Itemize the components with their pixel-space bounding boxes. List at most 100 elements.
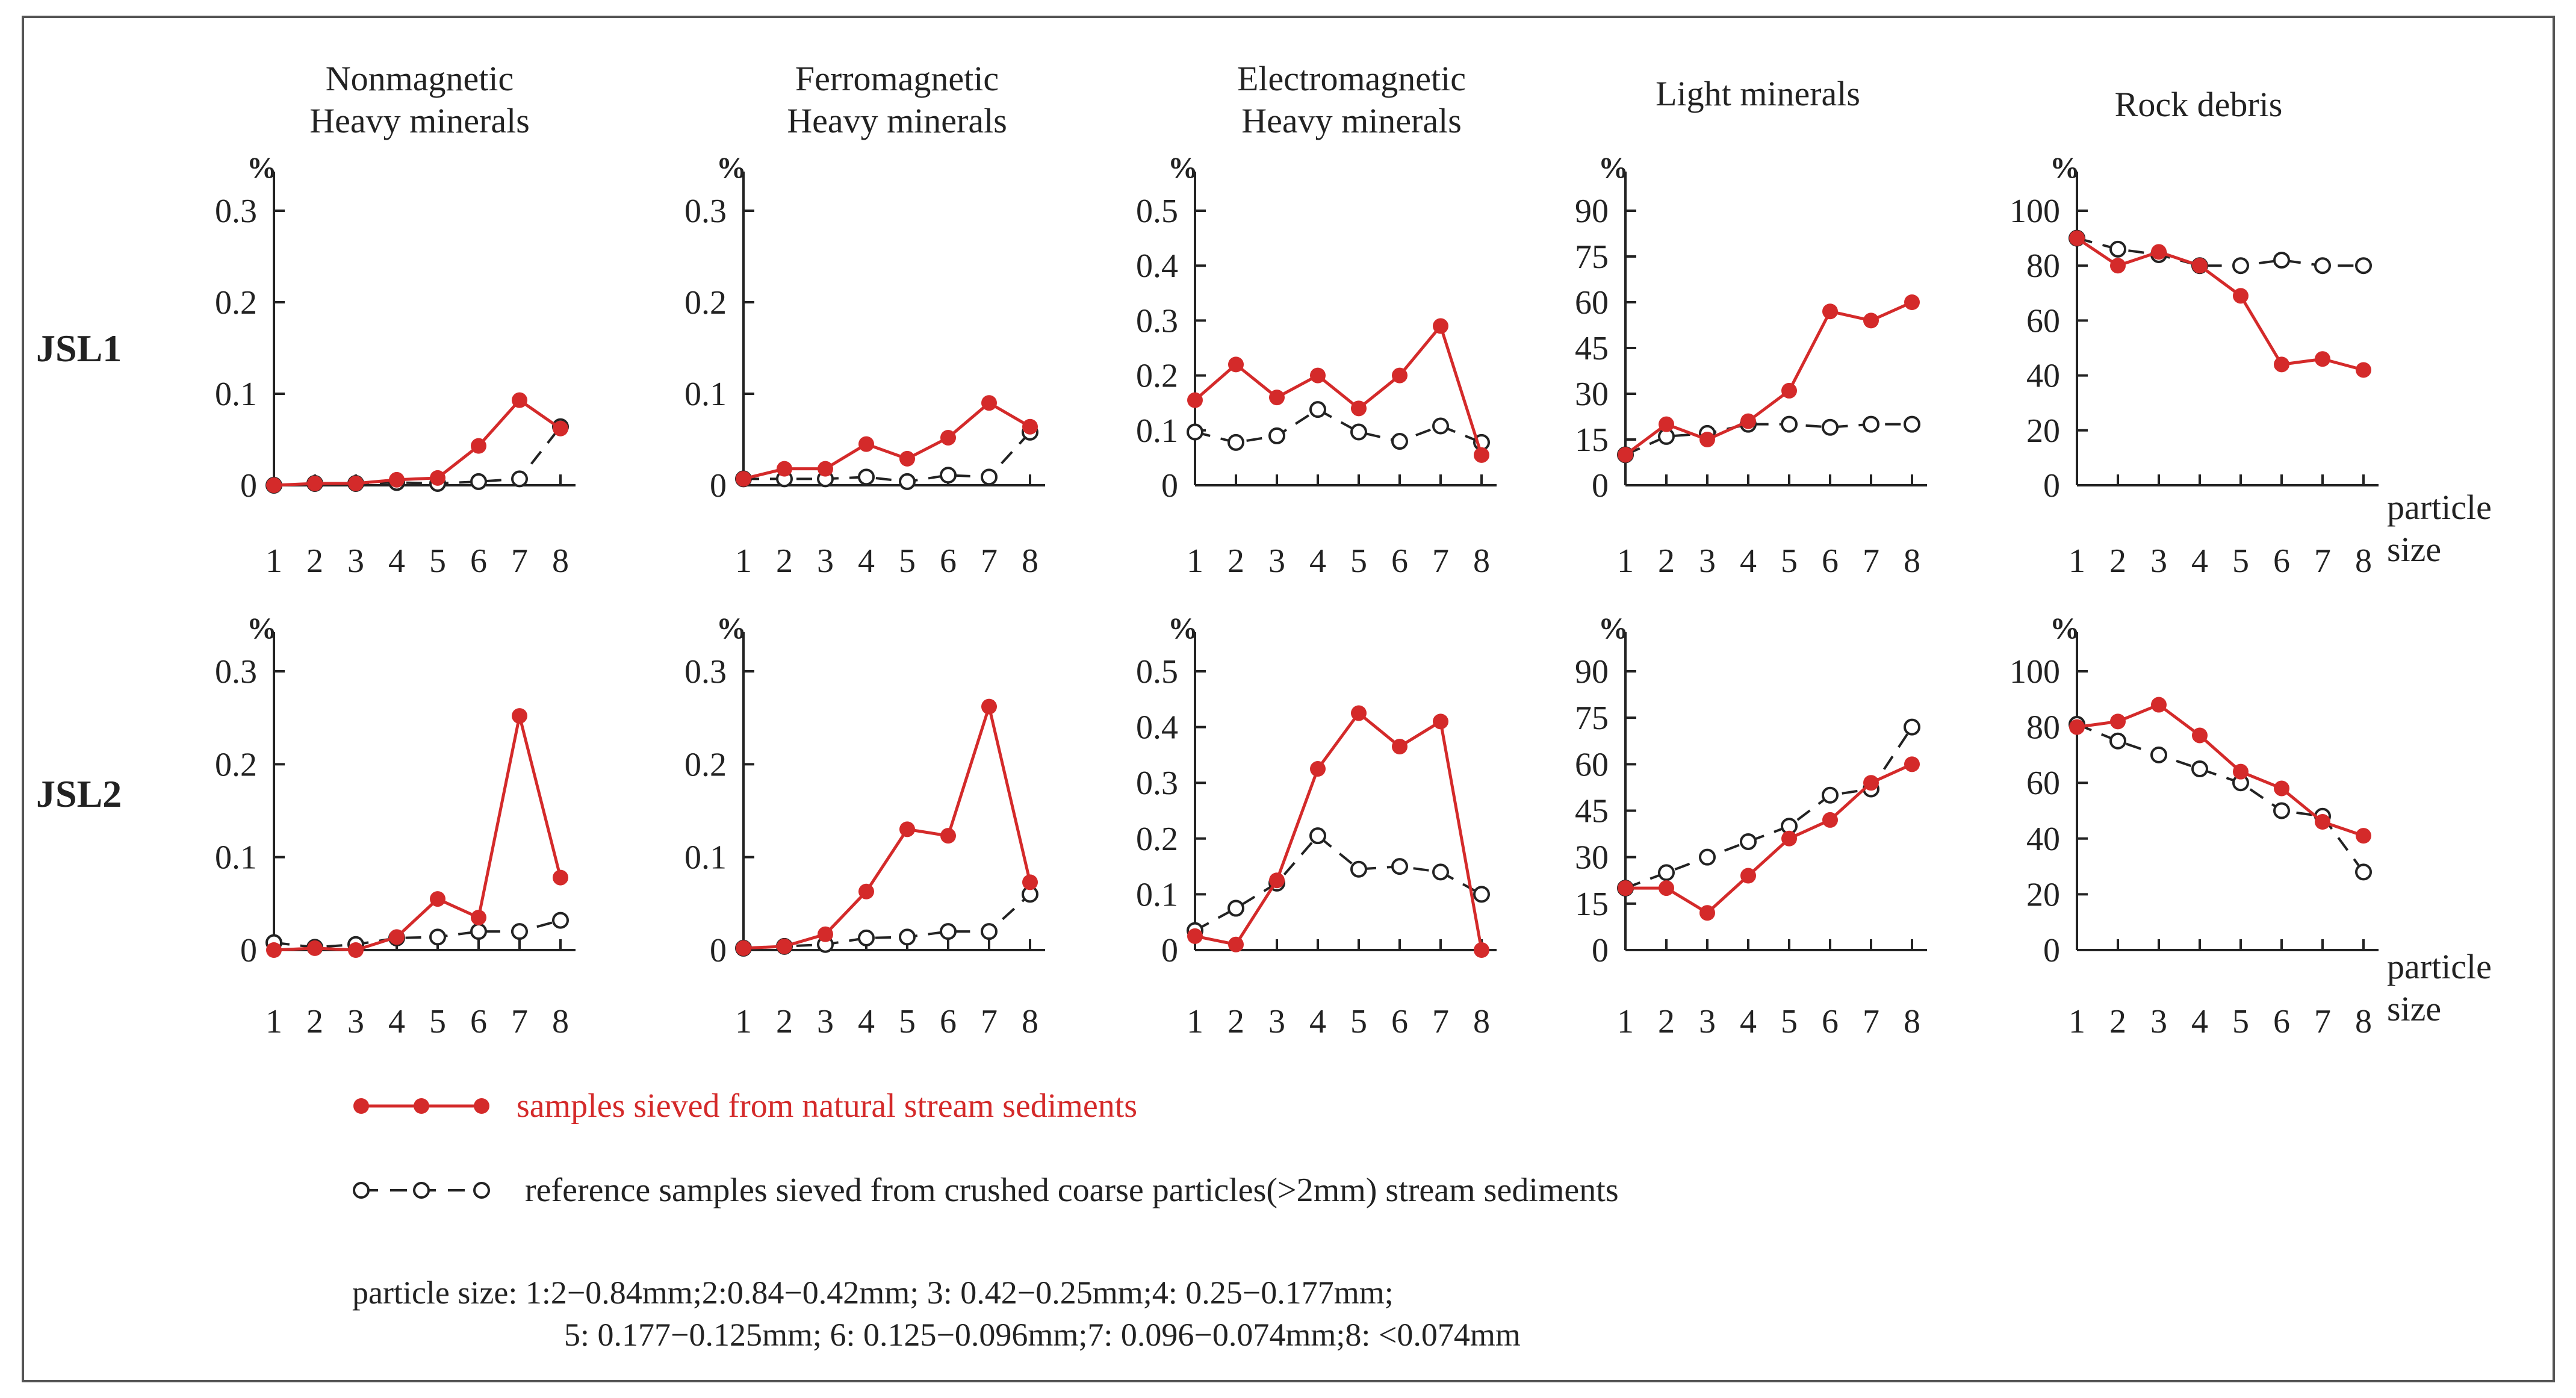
row1-col4-reference-point [1904,415,1920,433]
row1-col2-natural-point [736,471,751,487]
row1-col1-x-tick-label: 3 [347,542,364,580]
row2-col1-y-tick-label: 0.1 [215,839,257,877]
row2-col1-reference-point [429,928,446,946]
row2-col4-natural-point [1618,880,1633,896]
x-axis-label-row2-line2: size [2387,989,2441,1028]
row1-col1-x-tick-label: 8 [552,542,569,580]
row2-col4-x-tick-label: 4 [1740,1003,1757,1040]
row1-col4-x-tick-label: 1 [1617,542,1634,580]
row1-col2-y-tick-label: 0.2 [684,284,727,322]
row2-col4-natural-point [1699,905,1715,921]
row1-col2-x-tick-label: 1 [735,542,752,580]
row1-col3-reference-point [1432,417,1449,435]
row2-col1-natural-point [348,942,364,958]
col-title-light-minerals: Light minerals [1656,74,1860,113]
row1-col3-x-tick-label: 6 [1391,542,1408,580]
row2-col4-natural-point [1822,812,1838,828]
row1-col4-unit-label: % [1598,151,1628,184]
row1-col4-x-tick-label: 8 [1904,542,1920,580]
row2-col1-x-tick-label: 7 [511,1003,528,1040]
row2-col4-reference-point [1699,848,1716,866]
row2-col3-natural-point [1187,928,1203,944]
row2-col4-y-tick-label: 75 [1575,700,1609,737]
row2-col4-y-tick-label: 30 [1575,839,1609,877]
row1-col3-reference-point [1227,433,1244,451]
row2-col1-x-tick-label: 5 [429,1003,446,1040]
row2-col2-x-tick-label: 6 [940,1003,957,1040]
row1-col4-natural-point [1781,382,1797,399]
row1-col3-x-tick-label: 1 [1187,542,1203,580]
row1-col4-y-tick-label: 30 [1575,376,1609,413]
row2-col2-x-tick-label: 7 [981,1003,998,1040]
row2-col5-x-tick-label: 6 [2273,1003,2290,1040]
row1-col5-natural-point [2356,362,2371,378]
col-title-electromagnetic-line2: Heavy minerals [1241,101,1462,140]
row1-col1-x-tick-label: 6 [470,542,487,580]
legend-reference-marker [473,1182,490,1199]
row1-col1-unit-label: % [247,151,277,184]
row1-col4-y-tick-label: 75 [1575,238,1609,276]
row2-col3-reference-point [1432,863,1449,881]
row2-col3-natural-point [1392,739,1407,755]
row1-col3-y-tick-label: 0.4 [1136,247,1178,285]
row1-col3-y-tick-label: 0.3 [1136,302,1178,340]
row2-col2-natural-point [1022,874,1038,890]
row1-col4-y-tick-label: 60 [1575,284,1609,322]
row1-col2-x-tick-label: 4 [858,542,875,580]
row2-col2-natural-point [777,938,792,954]
row1-col2-reference-point [899,473,916,490]
row1-col3-x-tick-label: 5 [1350,542,1367,580]
row2-col1-x-tick-label: 6 [470,1003,487,1040]
row1-col5-x-tick-label: 5 [2232,542,2249,580]
row1-col5-reference-point [2109,240,2126,258]
row1-col3-natural-point [1474,447,1489,463]
row2-col5-natural-point [2356,828,2371,844]
row2-col3-x-tick-label: 6 [1391,1003,1408,1040]
row2-col3-y-tick-label: 0 [1161,932,1178,969]
row2-col5-natural-point [2151,697,2167,713]
row2-col4-x-tick-label: 5 [1781,1003,1798,1040]
row1-col5-natural-point [2151,244,2167,260]
row1-col3-natural-series-line [1194,323,1483,456]
row1-col2-natural-point [1022,418,1038,435]
row2-col3-x-tick-label: 7 [1432,1003,1449,1040]
row1-col5-natural-point [2110,258,2126,274]
row2-col3-natural-point [1433,713,1448,730]
row1-col5-x-tick-label: 3 [2150,542,2167,580]
row1-col4-natural-point [1659,416,1674,432]
row2-col5-y-tick-label: 100 [2010,653,2060,691]
row1-col2-natural-point [899,450,915,467]
row1-col2-y-tick-label: 0.1 [684,376,727,413]
row2-col3-y-tick-label: 0.1 [1136,876,1178,913]
row2-col4-reference-point [1740,833,1757,850]
row1-col5-y-tick-label: 40 [2026,358,2060,395]
row1-col3-x-tick-label: 2 [1227,542,1244,580]
row2-col2-natural-point [858,883,874,899]
row2-col5-natural-point [2110,713,2126,730]
row1-col4-natural-point [1822,303,1838,320]
row2-col3-natural-point [1474,942,1489,958]
legend-reference-marker [413,1182,430,1199]
row2-col2-reference-point [858,929,875,946]
row1-col4-natural-point [1740,413,1756,429]
row2-col4-x-tick-label: 6 [1822,1003,1839,1040]
row2-col1-natural-point [430,891,445,907]
row1-col2-natural-point [981,395,997,411]
row2-col3-reference-point [1473,886,1490,903]
row2-col3-natural-point [1351,705,1367,721]
row1-col2-y-tick-label: 0.3 [684,193,727,230]
row2-col2-y-tick-label: 0.1 [684,839,727,877]
row1-col1-natural-point [512,392,527,408]
row1-col5-y-tick-label: 100 [2010,193,2060,230]
row1-col1-natural-point [430,470,445,486]
particle-size-note-line2: 5: 0.177−0.125mm; 6: 0.125−0.096mm;7: 0.… [564,1317,1521,1353]
row2-col2-x-tick-label: 4 [858,1003,875,1040]
row2-col1-unit-label: % [247,611,277,645]
row2-col4-x-tick-label: 1 [1617,1003,1634,1040]
col-title-nonmagnetic-line2: Heavy minerals [309,101,530,140]
row1-col1-natural-point [266,477,282,493]
particle-size-note-line1: particle size: 1:2−0.84mm;2:0.84−0.42mm;… [352,1275,1394,1311]
row1-col3-reference-point [1187,423,1203,441]
row1-col4-y-tick-label: 0 [1592,467,1609,505]
row1-col2-reference-point [858,468,875,486]
